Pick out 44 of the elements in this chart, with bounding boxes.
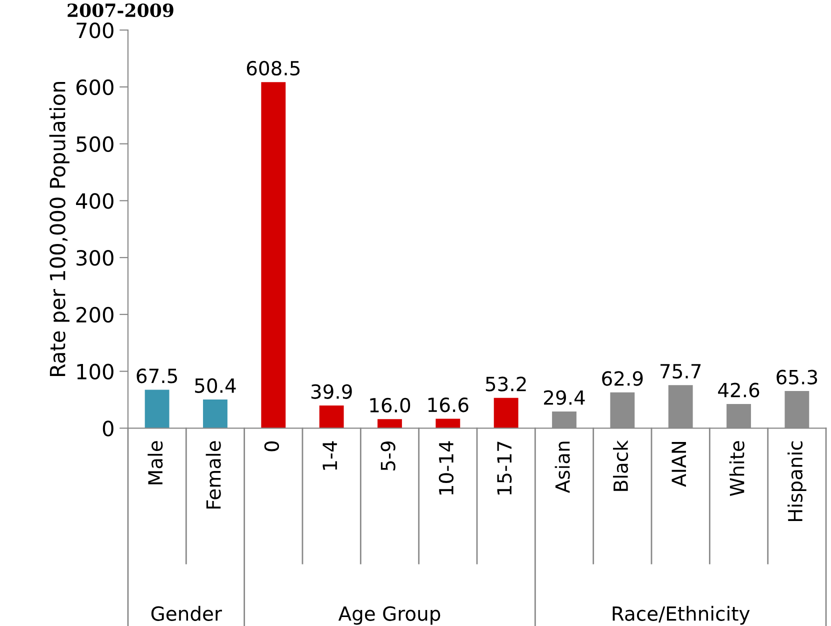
x-tick-label: Black — [613, 440, 628, 491]
y-tick-label: 200 — [76, 306, 114, 323]
bar — [436, 418, 460, 428]
y-tick-label: 600 — [76, 79, 114, 96]
x-tick-label: 5-9 — [380, 441, 396, 470]
data-label: 65.3 — [776, 370, 818, 384]
bar — [203, 400, 228, 428]
bar — [319, 405, 344, 428]
bar — [378, 419, 402, 428]
x-tick-label: White — [729, 441, 744, 496]
text: Race/Ethnicity — [612, 606, 750, 625]
y-tick-label: 700 — [76, 22, 114, 38]
data-label: 53.2 — [486, 376, 526, 392]
x-tick-label: 0 — [264, 441, 280, 452]
x-tick-label: 1-4 — [322, 441, 337, 470]
y-axis-title: Rate per 100,000 Population — [49, 82, 70, 376]
x-tick-label: AIAN — [672, 442, 686, 487]
data-label: 62.9 — [602, 371, 643, 386]
text: Gender — [151, 606, 222, 621]
data-label: 608.5 — [246, 60, 300, 76]
y-tick-label: 0 — [102, 420, 114, 436]
data-label: 29.4 — [544, 390, 585, 405]
data-label: 75.7 — [660, 364, 701, 379]
data-label: 42.6 — [718, 382, 760, 398]
data-label: 50.4 — [195, 378, 236, 393]
x-tick-label: 10-14 — [438, 441, 454, 494]
x-tick-label: Female — [206, 441, 221, 509]
y-tick-label: 100 — [77, 364, 114, 380]
data-label: 39.9 — [311, 384, 352, 399]
bar — [494, 398, 518, 428]
y-tick-label: 400 — [76, 193, 114, 209]
x-tick-label: Male — [148, 441, 163, 484]
x-tick-label: 15-17 — [497, 442, 512, 494]
y-tick-label: 500 — [76, 136, 114, 152]
text: Age Group — [338, 606, 440, 625]
y-tick-label: 300 — [76, 250, 114, 266]
chart-title: 2007-2009 — [68, 3, 174, 18]
data-label: 16.0 — [370, 398, 410, 413]
data-label: 67.5 — [136, 368, 178, 384]
data-label: 16.6 — [428, 397, 468, 412]
x-tick-label: Hispanic — [788, 441, 806, 522]
bar — [261, 82, 286, 428]
x-tick-label: Asian — [554, 442, 570, 494]
bar — [144, 390, 170, 428]
